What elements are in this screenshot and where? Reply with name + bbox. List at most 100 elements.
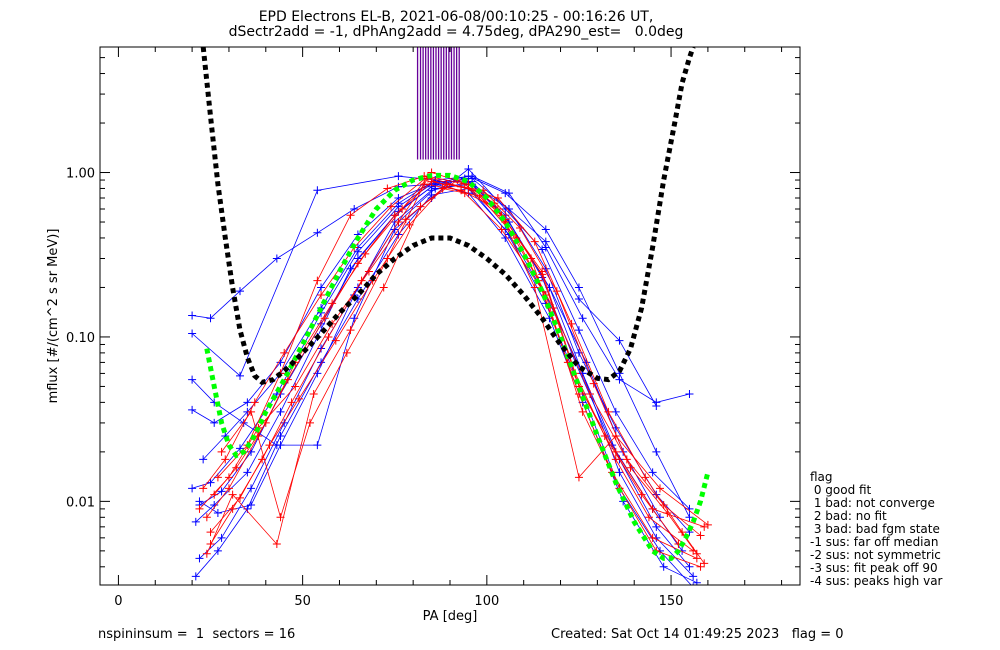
data-point (350, 205, 359, 214)
data-point (265, 441, 274, 450)
data-point (361, 249, 370, 258)
data-point (689, 572, 698, 581)
data-point (217, 487, 226, 496)
y-tick-label: 1.00 (66, 167, 95, 182)
series-line (195, 178, 683, 552)
x-axis-label: PA [deg] (423, 609, 478, 624)
legend-entry: 3 bad: bad fgm state (810, 522, 940, 536)
legend: flag 0 good fit 1 bad: not converge 2 ba… (810, 471, 942, 588)
data-point (313, 186, 322, 195)
data-point (243, 468, 252, 477)
data-point (586, 389, 594, 398)
data-point (224, 484, 233, 493)
legend-entry: -1 sus: far off median (810, 535, 939, 549)
data-point (243, 398, 252, 407)
data-point (652, 490, 661, 499)
footer-right: Created: Sat Oct 14 01:49:25 2023 flag =… (551, 627, 844, 642)
data-point (202, 549, 211, 558)
data-point (206, 540, 215, 549)
data-point (221, 455, 230, 464)
data-point (309, 389, 318, 398)
y-tick-label: 0.01 (66, 495, 95, 510)
data-point (464, 172, 473, 181)
data-point (364, 267, 373, 276)
data-point (191, 572, 200, 581)
series-line (217, 175, 705, 564)
data-point (637, 490, 646, 499)
data-point (317, 344, 326, 353)
data-point (379, 283, 388, 292)
data-point (236, 287, 244, 296)
data-point (188, 484, 197, 493)
plot-frame (99, 46, 801, 586)
data-point (700, 559, 709, 568)
data-point (541, 243, 550, 252)
data-point (210, 490, 219, 499)
data-point (210, 418, 219, 427)
data-point (247, 484, 256, 493)
data-point (394, 218, 403, 227)
data-point (398, 205, 407, 214)
data-point (331, 336, 340, 345)
data-point (527, 254, 536, 263)
data-point (280, 418, 289, 427)
data-point (394, 230, 403, 239)
data-point (692, 549, 701, 558)
data-point (648, 468, 657, 477)
data-point (574, 473, 583, 482)
data-point (626, 463, 635, 472)
data-point (538, 245, 547, 254)
data-point (615, 336, 624, 345)
data-point (195, 554, 204, 563)
data-point (578, 407, 587, 416)
data-point (272, 540, 281, 549)
data-point (574, 326, 583, 335)
data-point (306, 418, 314, 427)
data-point (552, 287, 561, 296)
data-point (501, 189, 510, 198)
series-line (202, 175, 694, 552)
data-point (659, 562, 668, 571)
data-point (611, 407, 620, 416)
data-point (656, 513, 664, 522)
data-point (272, 254, 281, 263)
y-axis-label: mflux [#/(cm^2 s sr MeV)] (46, 229, 61, 404)
y-tick-label: 0.10 (66, 331, 95, 346)
x-tick-label: 100 (474, 594, 499, 609)
data-point (530, 283, 539, 292)
data-point (236, 493, 244, 502)
data-point (696, 531, 705, 540)
data-point (191, 517, 200, 526)
legend-entry: 2 bad: no fit (810, 509, 887, 523)
data-point (641, 473, 650, 482)
data-point (663, 508, 672, 517)
data-point (313, 276, 322, 285)
data-point (188, 375, 197, 384)
data-point (615, 468, 624, 477)
data-point (199, 455, 208, 464)
data-point (357, 276, 366, 285)
data-point (291, 382, 300, 391)
data-point (202, 513, 211, 522)
data-point (328, 299, 337, 308)
data-point (390, 225, 399, 234)
data-point (644, 513, 653, 522)
chart-title: EPD Electrons EL-B, 2021-06-08/00:10:25 … (258, 9, 654, 25)
data-point (420, 180, 429, 189)
data-point (224, 473, 233, 482)
data-point (442, 180, 451, 189)
legend-title: flag (810, 470, 833, 484)
data-point (346, 211, 355, 220)
data-point (276, 431, 285, 440)
data-point (199, 484, 208, 493)
data-point (250, 398, 259, 407)
data-point (217, 533, 226, 542)
data-point (195, 504, 204, 513)
data-point (427, 186, 436, 195)
x-tick-label: 50 (294, 594, 311, 609)
data-point (206, 528, 215, 537)
fit-curve (200, 47, 696, 386)
data-point (188, 329, 197, 338)
data-point (574, 283, 583, 292)
data-point (685, 513, 694, 522)
